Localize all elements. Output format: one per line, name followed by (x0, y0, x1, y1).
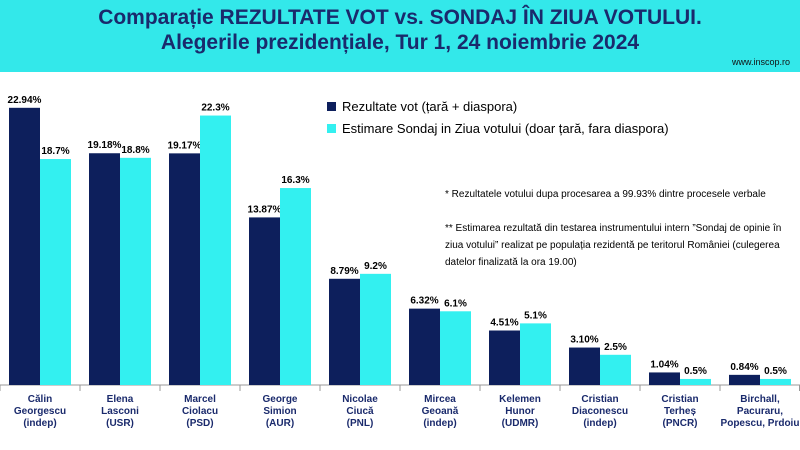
bar-poll (280, 188, 311, 385)
category-label: Cristian (661, 394, 698, 405)
category-label: Elena (107, 394, 134, 405)
chart-header: Comparație REZULTATE VOT vs. SONDAJ ÎN Z… (0, 0, 800, 72)
category-label: Călin (28, 394, 52, 405)
legend-item-exit-poll: Estimare Sondaj in Ziua votului (doar ța… (327, 118, 669, 138)
bar-vote (409, 308, 440, 385)
data-label-vote: 19.18% (88, 140, 122, 151)
legend-swatch-exit-poll (327, 123, 336, 133)
bar-vote (9, 107, 40, 385)
bar-vote (649, 372, 680, 385)
data-label-poll: 16.3% (281, 175, 309, 186)
category-label: (indep) (423, 418, 456, 429)
legend-item-vote-results: Rezultate vot (țară + diaspora) (327, 96, 669, 116)
data-label-vote: 3.10% (570, 335, 598, 346)
data-label-poll: 0.5% (684, 366, 707, 377)
legend-swatch-vote-results (327, 101, 336, 111)
data-label-vote: 1.04% (650, 359, 678, 370)
category-label: Terheș (664, 406, 696, 417)
bar-vote (729, 374, 760, 385)
category-label: (UDMR) (502, 418, 539, 429)
category-label: Birchall, (740, 394, 780, 405)
category-label: (AUR) (266, 418, 294, 429)
bar-vote (169, 153, 200, 385)
category-label: (indep) (583, 418, 616, 429)
category-label: Kelemen (499, 394, 541, 405)
bar-poll (440, 311, 471, 385)
category-label: (PSD) (186, 418, 213, 429)
bar-vote (249, 217, 280, 385)
bar-poll (600, 354, 631, 385)
chart-subtitle: Alegerile prezidențiale, Tur 1, 24 noiem… (160, 31, 640, 54)
bar-poll (760, 378, 791, 385)
bar-poll (520, 323, 551, 385)
category-label: Geoană (422, 406, 459, 417)
data-label-vote: 13.87% (248, 204, 282, 215)
category-label: Lasconi (101, 406, 139, 417)
category-label: (PNL) (347, 418, 374, 429)
category-label: Georgescu (14, 406, 66, 417)
category-label: (USR) (106, 418, 134, 429)
data-label-vote: 22.94% (8, 95, 42, 106)
bar-poll (680, 378, 711, 385)
bar-poll (200, 115, 231, 385)
data-label-poll: 5.1% (524, 310, 547, 321)
data-label-poll: 18.8% (121, 145, 149, 156)
data-label-poll: 18.7% (41, 146, 69, 157)
data-label-vote: 6.32% (410, 296, 438, 307)
data-label-poll: 22.3% (201, 103, 229, 114)
legend-label-vote-results: Rezultate vot (țară + diaspora) (342, 98, 518, 114)
chart-title: Comparație REZULTATE VOT vs. SONDAJ ÎN Z… (98, 6, 702, 29)
bar-vote (489, 330, 520, 385)
data-label-vote: 8.79% (330, 266, 358, 277)
category-label: Ciucă (346, 406, 374, 417)
data-label-vote: 4.51% (490, 318, 518, 329)
bar-vote (89, 153, 120, 385)
data-label-poll: 0.5% (764, 366, 787, 377)
bar-vote (329, 278, 360, 385)
bar-poll (120, 157, 151, 385)
data-label-vote: 19.17% (168, 140, 202, 151)
category-label: Simion (263, 406, 296, 417)
category-label: Cristian (581, 394, 618, 405)
source-link[interactable]: www.inscop.ro (731, 57, 790, 67)
data-label-poll: 6.1% (444, 298, 467, 309)
category-label: Diaconescu (572, 406, 628, 417)
footnote-vote-processing: * Rezultatele votului dupa procesarea a … (445, 189, 766, 200)
data-label-vote: 0.84% (730, 362, 758, 373)
legend-label-exit-poll: Estimare Sondaj in Ziua votului (doar ța… (342, 120, 669, 136)
footnote-exit-poll-method: ** Estimarea rezultată din testarea inst… (445, 223, 782, 268)
category-label: (PNCR) (663, 418, 698, 429)
category-label: Marcel (184, 394, 216, 405)
bar-vote (569, 347, 600, 385)
bar-poll (360, 273, 391, 385)
category-label: Pacuraru, (737, 406, 783, 417)
category-label: Ciolacu (182, 406, 218, 417)
category-label: Hunor (505, 406, 535, 417)
category-label: Mircea (424, 394, 456, 405)
data-label-poll: 9.2% (364, 261, 387, 272)
category-label: George (262, 394, 297, 405)
data-label-poll: 2.5% (604, 342, 627, 353)
bar-poll (40, 159, 71, 385)
chart-legend: Rezultate vot (țară + diaspora) Estimare… (327, 96, 669, 140)
category-label: Popescu, Prdoiu (721, 418, 800, 429)
category-label: (indep) (23, 418, 56, 429)
category-label: Nicolae (342, 394, 378, 405)
